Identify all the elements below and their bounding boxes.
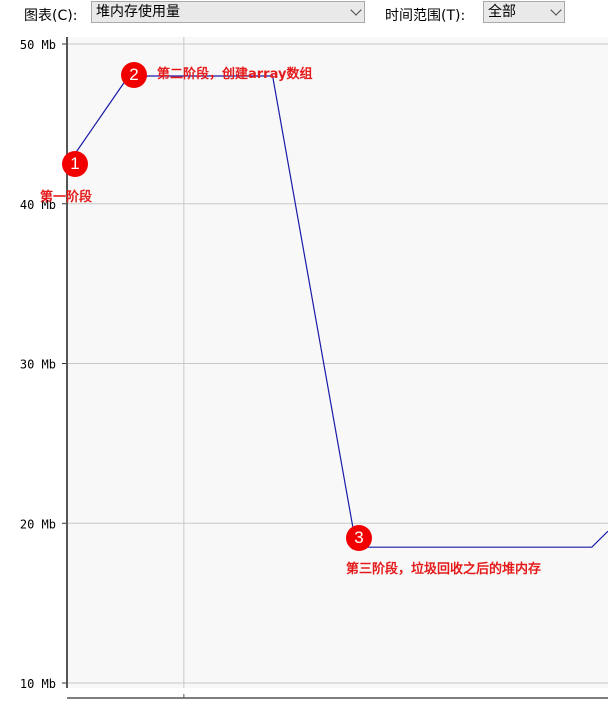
time-range-select[interactable]: 全部	[483, 1, 565, 23]
toolbar: 图表(C): 堆内存使用量 时间范围(T): 全部	[0, 0, 608, 28]
chevron-down-icon	[550, 4, 562, 16]
time-range-select-value: 全部	[488, 4, 516, 20]
annotation-text-1: 第一阶段	[40, 190, 93, 205]
y-tick-label: 30 Mb	[20, 358, 56, 372]
annotation-text-2: 第二阶段，创建array数组	[157, 67, 313, 82]
plot-area	[67, 37, 608, 688]
y-tick-label: 10 Mb	[20, 677, 56, 691]
y-tick-label: 20 Mb	[20, 517, 56, 531]
chart-select[interactable]: 堆内存使用量	[91, 1, 365, 23]
chart-label: 图表(C):	[24, 8, 78, 24]
chart-select-value: 堆内存使用量	[96, 4, 180, 20]
time-range-label: 时间范围(T):	[385, 8, 466, 24]
y-tick-label: 40 Mb	[20, 198, 56, 212]
annotation-marker-2: 2	[121, 62, 147, 88]
y-tick-label: 50 Mb	[20, 38, 56, 52]
heap-usage-chart: 50 Mb 40 Mb 30 Mb 20 Mb 10 Mb	[20, 37, 608, 699]
annotation-marker-1: 1	[62, 151, 88, 177]
annotation-marker-3: 3	[346, 525, 372, 551]
chevron-down-icon	[350, 4, 362, 16]
annotation-text-3: 第三阶段，垃圾回收之后的堆内存	[346, 562, 542, 577]
